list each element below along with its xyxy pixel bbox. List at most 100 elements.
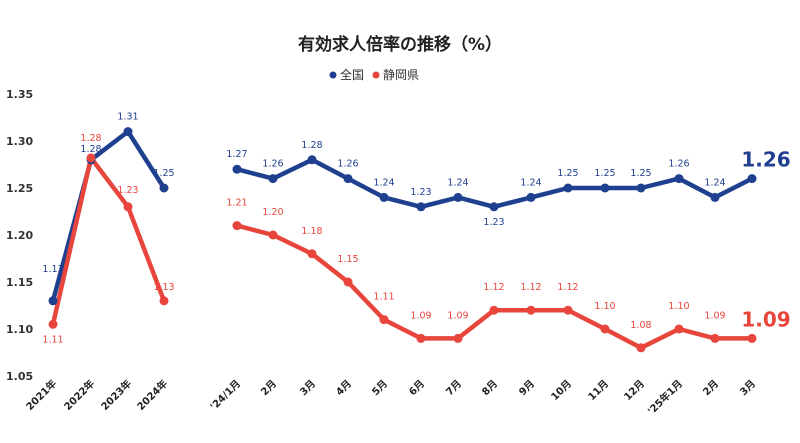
- data-point-shizuoka: [489, 305, 499, 315]
- x-tick-label: 9月: [517, 378, 537, 398]
- data-point-national: [123, 127, 133, 137]
- x-tick-label: 3月: [738, 378, 758, 398]
- data-label-shizuoka: 1.12: [557, 282, 578, 293]
- data-point-national: [379, 192, 389, 202]
- data-point-shizuoka: [307, 249, 317, 259]
- x-tick-label: 2023年: [98, 377, 134, 413]
- data-point-national: [343, 174, 353, 184]
- data-label-shizuoka: 1.11: [373, 292, 394, 303]
- x-tick-label: 2022年: [61, 377, 97, 413]
- series-line-national: [50, 129, 167, 304]
- data-label-national: 1.24: [704, 177, 725, 188]
- data-point-shizuoka: [159, 296, 169, 306]
- data-label-shizuoka: 1.21: [226, 198, 247, 209]
- data-point-national: [307, 155, 317, 165]
- data-label-national: 1.25: [594, 168, 615, 179]
- data-point-national: [636, 183, 646, 193]
- data-label-national: 1.24: [520, 177, 541, 188]
- end-label-national: 1.26: [741, 148, 790, 172]
- x-tick-label: 2月: [701, 378, 721, 398]
- data-point-shizuoka: [674, 324, 684, 334]
- data-point-national: [453, 192, 463, 202]
- data-label-national: 1.26: [262, 159, 283, 170]
- data-label-shizuoka: 1.11: [42, 334, 63, 345]
- data-point-shizuoka: [416, 333, 426, 343]
- data-point-shizuoka: [123, 202, 133, 212]
- data-point-national: [489, 202, 499, 212]
- x-tick-label: 8月: [480, 378, 500, 398]
- data-label-national: 1.28: [301, 140, 322, 151]
- x-tick-label: 3月: [298, 378, 318, 398]
- data-label-national: 1.24: [447, 177, 468, 188]
- data-label-national: 1.28: [80, 144, 101, 155]
- data-point-national: [747, 174, 757, 184]
- data-point-national: [526, 192, 536, 202]
- data-point-shizuoka: [747, 333, 757, 343]
- data-label-shizuoka: 1.08: [630, 320, 651, 331]
- legend-label-shizuoka: 静岡県: [383, 68, 419, 82]
- x-tick-label: 10月: [549, 378, 574, 403]
- data-label-shizuoka: 1.23: [117, 185, 138, 196]
- series-lines: [50, 129, 755, 351]
- series-points: [48, 127, 757, 353]
- data-point-shizuoka: [526, 305, 536, 315]
- data-label-national: 1.31: [117, 112, 138, 123]
- data-point-national: [563, 183, 573, 193]
- data-point-shizuoka: [343, 277, 353, 287]
- data-label-shizuoka: 1.09: [410, 310, 431, 321]
- y-tick-label: 1.35: [6, 88, 33, 101]
- data-label-shizuoka: 1.09: [704, 310, 725, 321]
- data-point-shizuoka: [48, 319, 58, 329]
- data-label-national: 1.27: [226, 149, 247, 160]
- data-point-shizuoka: [600, 324, 610, 334]
- data-label-national: 1.26: [337, 159, 358, 170]
- data-point-national: [232, 164, 242, 174]
- data-point-shizuoka: [232, 221, 242, 231]
- y-tick-label: 1.30: [6, 135, 33, 148]
- data-label-shizuoka: 1.09: [447, 310, 468, 321]
- data-label-shizuoka: 1.13: [153, 282, 174, 293]
- legend-marker-shizuoka: [372, 71, 380, 79]
- data-label-shizuoka: 1.18: [301, 226, 322, 237]
- chart-title: 有効求人倍率の推移（%）: [298, 34, 502, 55]
- data-labels: 1.13 1.28 1.31 1.25 1.27 1.26 1.28 1.26 1.24 1.23…: [42, 112, 790, 346]
- data-label-shizuoka: 1.10: [668, 301, 689, 312]
- data-point-shizuoka: [453, 333, 463, 343]
- data-point-shizuoka: [86, 153, 96, 163]
- data-label-shizuoka: 1.10: [594, 301, 615, 312]
- data-label-shizuoka: 1.15: [337, 254, 358, 265]
- legend-label-national: 全国: [340, 67, 364, 82]
- end-label-shizuoka: 1.09: [741, 307, 790, 331]
- y-tick-label: 1.10: [6, 323, 33, 336]
- x-tick-label: 2024年: [134, 377, 170, 413]
- x-tick-label: '25年1月: [645, 377, 685, 417]
- data-point-shizuoka: [268, 230, 278, 240]
- data-label-national: 1.23: [483, 217, 504, 228]
- x-tick-label: 6月: [407, 378, 427, 398]
- x-tick-label: 2月: [259, 378, 279, 398]
- data-label-national: 1.26: [668, 159, 689, 170]
- data-label-shizuoka: 1.12: [483, 282, 504, 293]
- data-point-national: [416, 202, 426, 212]
- series-line-shizuoka: [50, 155, 167, 327]
- y-tick-label: 1.05: [6, 370, 33, 383]
- x-tick-label: 11月: [586, 378, 611, 403]
- data-point-national: [268, 174, 278, 184]
- y-tick-label: 1.15: [6, 276, 33, 289]
- data-point-national: [674, 174, 684, 184]
- data-point-national: [48, 296, 58, 306]
- data-point-shizuoka: [379, 315, 389, 325]
- data-point-shizuoka: [710, 333, 720, 343]
- data-point-national: [600, 183, 610, 193]
- data-label-national: 1.25: [630, 168, 651, 179]
- data-label-national: 1.25: [153, 168, 174, 179]
- legend-marker-national: [329, 71, 337, 79]
- y-axis: 1.35 1.30 1.25 1.20 1.15 1.10 1.05: [6, 88, 33, 383]
- data-label-national: 1.13: [42, 264, 63, 275]
- data-label-national: 1.24: [373, 177, 394, 188]
- data-label-shizuoka: 1.12: [520, 282, 541, 293]
- x-axis: 2021年 2022年 2023年 2024年 '24/1月 2月 3月 4月 5月 6月 7月 8月…: [23, 377, 758, 417]
- data-label-shizuoka: 1.20: [262, 207, 283, 218]
